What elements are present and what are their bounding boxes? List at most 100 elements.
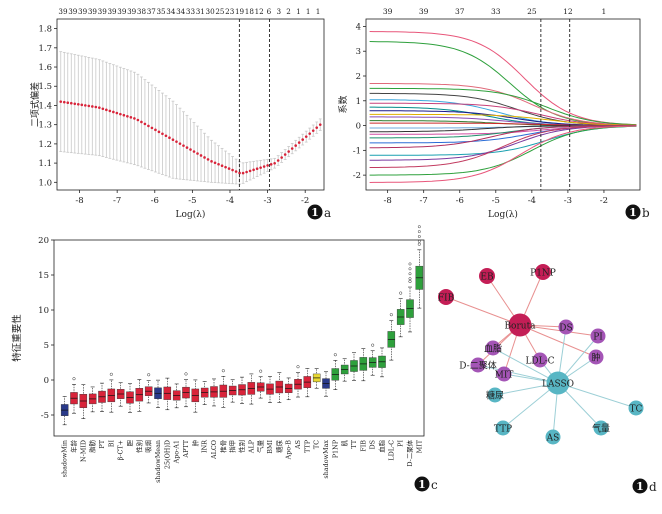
network-node [487,387,503,403]
network-node [593,420,609,436]
deviance-point [143,122,147,126]
category-label: 性别 [237,440,246,453]
category-label: 25(OH)D [163,440,171,469]
top-count-label: 39 [78,7,88,16]
deviance-point [206,158,210,161]
y-tick-label: 2 [356,72,361,82]
x-tick-label: -7 [113,196,121,206]
deviance-point [234,170,238,173]
y-tick-label: -5 [41,411,49,421]
top-count-label: 37 [455,7,465,16]
network-node-label: 血脂 [484,343,502,355]
panel-badge-circle [625,204,641,220]
panel-label-b: b [642,206,650,220]
deviance-point [304,135,308,138]
coefficient-path [369,125,637,149]
panel-badge-one: 1 [418,478,426,491]
panel-label-a: a [324,206,331,220]
category-label: D-二聚体 [405,439,414,466]
deviance-point [308,132,312,135]
top-count-label: 30 [206,7,216,16]
network-node-label: PI [593,333,603,343]
coefficient-path [369,125,637,183]
panel-badge-one: 1 [636,480,644,493]
deviance-point [252,168,255,172]
box-outlier [408,267,412,271]
panel-badge-one: 1 [629,206,637,219]
category-label: 脂肪 [88,439,97,452]
top-count-label: 12 [563,7,573,16]
y-tick-label: 1 [356,97,361,107]
network-node [628,400,644,416]
network-edge [519,324,597,358]
deviance-point [238,171,241,175]
category-label: FIB [359,440,367,452]
panel-badge-circle [307,204,323,220]
y-tick-label: 20 [38,236,49,246]
deviance-point [294,144,297,147]
x-tick-label: -3 [263,196,271,206]
x-tick-label: -4 [226,196,234,206]
network-node-label: MIT [495,371,514,381]
deviance-point [112,110,115,114]
deviance-point [262,165,266,168]
top-count-label: 39 [419,7,429,16]
y-tick-label: -2 [353,171,361,181]
top-count-label: 37 [147,7,157,16]
y-tick-label: 5 [44,341,49,351]
deviance-point [196,152,199,155]
deviance-point [280,156,283,159]
category-label: shadowMax [322,440,330,479]
x-tick-label: -2 [301,196,309,206]
y-tick-label: 1.4 [38,101,52,111]
coefficient-path [369,125,637,156]
network-node-label: EB [480,273,494,283]
deviance-point [140,120,143,124]
network-node [545,429,561,445]
deviance-point [157,130,161,134]
deviance-point [224,165,227,169]
top-count-label: 1 [306,7,311,16]
network-node-label: FIB [438,294,455,304]
network-node-label: AS [546,434,560,444]
deviance-point [126,114,129,118]
box-outlier [147,373,151,377]
y-tick-label: 15 [38,271,49,281]
y-tick-label: 10 [38,306,49,316]
deviance-point [189,148,192,151]
category-label: PT [98,439,106,448]
deviance-point [241,171,245,175]
deviance-point [287,150,290,153]
deviance-point [245,170,248,174]
top-count-label: 39 [127,7,137,16]
category-label: AS [294,440,302,450]
box-outlier [408,279,412,284]
deviance-point [108,109,112,113]
top-count-label: 18 [245,7,255,16]
network-node [496,366,512,382]
deviance-point [59,100,63,103]
deviance-point [315,126,319,129]
top-count-label: 23 [225,7,235,16]
top-count-label: 39 [88,7,98,16]
deviance-point [80,103,84,107]
top-count-label: 1 [602,7,607,16]
deviance-point [66,101,70,104]
panel-badge-one: 1 [311,206,319,219]
deviance-point [220,164,224,167]
panel-label-d: d [649,480,657,494]
box-outlier [417,239,421,243]
y-tick-label: 1.7 [38,44,52,54]
network-node-label: TC [630,405,643,415]
plot-frame [56,18,325,191]
top-count-label: 39 [117,7,127,16]
x-tick-label: -2 [600,196,608,206]
deviance-point [129,116,133,119]
category-label: MIT [415,439,423,453]
network-node-label: TTP [494,425,512,435]
network-edge [492,347,559,384]
deviance-point [147,124,150,128]
deviance-point [182,144,185,147]
